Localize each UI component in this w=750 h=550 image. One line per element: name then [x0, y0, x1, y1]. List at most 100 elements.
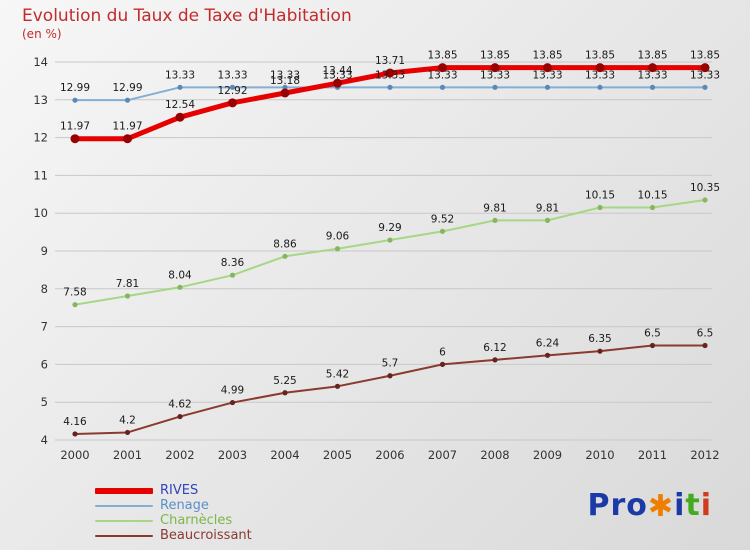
x-axis-tick-label: 2007	[428, 448, 457, 462]
x-axis-tick-label: 2010	[585, 448, 614, 462]
data-point	[282, 390, 288, 396]
value-label: 13.33	[217, 69, 247, 81]
y-axis-tick-label: 7	[41, 320, 48, 334]
series-markers-renage	[72, 84, 708, 103]
data-point	[439, 84, 446, 90]
y-axis-tick-label: 8	[41, 282, 48, 296]
data-point	[649, 204, 656, 211]
value-label: 13.33	[532, 69, 562, 81]
data-point	[439, 228, 446, 234]
chart-subtitle: (en %)	[22, 27, 62, 41]
value-label: 7.81	[116, 278, 139, 290]
value-label: 13.33	[480, 69, 510, 81]
data-point	[334, 383, 341, 389]
value-label: 12.54	[165, 99, 195, 111]
data-point	[387, 373, 393, 379]
value-label: 7.58	[63, 287, 86, 299]
data-point	[544, 352, 551, 358]
data-point	[124, 97, 131, 103]
x-axis-tick-label: 2008	[480, 448, 509, 462]
legend-line-swatch	[95, 520, 153, 522]
data-point	[597, 348, 603, 354]
legend-label: Renage	[160, 498, 209, 513]
y-axis-tick-label: 5	[41, 395, 48, 409]
legend-item-renage: Renage	[95, 499, 252, 513]
logo-letter: Pro	[587, 488, 648, 523]
data-point	[385, 68, 395, 78]
data-point	[543, 63, 552, 73]
data-point	[280, 88, 290, 98]
series-value-labels-renage: 12.99 12.99 13.33 13.33 13.33 13.33 13.33 13.33…	[60, 69, 720, 94]
series-markers-beaucroissant	[72, 342, 708, 437]
series-value-labels-rives: 11.97 11.97 12.54 12.92 13.18 13.44 13.71 13.85…	[60, 50, 720, 133]
data-point	[597, 204, 603, 211]
value-label: 9.81	[483, 202, 506, 214]
y-axis-tick-label: 14	[33, 55, 48, 69]
logo-letter: ✱	[647, 489, 675, 524]
value-label: 10.15	[637, 190, 667, 202]
value-label: 13.85	[637, 50, 667, 62]
legend-line-swatch	[95, 535, 153, 537]
chart-title: Evolution du Taux de Taxe d'Habitation	[22, 6, 352, 26]
value-label: 4.62	[168, 399, 191, 411]
legend-label: Charnècles	[160, 513, 233, 528]
data-point	[544, 217, 551, 223]
value-label: 13.44	[322, 65, 352, 77]
data-point	[177, 413, 183, 420]
value-label: 13.85	[427, 50, 457, 62]
data-point	[700, 63, 710, 73]
data-point	[228, 98, 237, 108]
data-point	[387, 84, 393, 90]
value-label: 10.15	[585, 190, 615, 202]
x-axis-tick-label: 2005	[323, 448, 352, 462]
value-label: 11.97	[60, 121, 90, 133]
logo-letter: t	[685, 488, 701, 523]
x-axis-tick-label: 2004	[270, 448, 299, 462]
data-point	[492, 217, 498, 223]
legend-line-swatch	[95, 488, 153, 494]
value-label: 13.85	[480, 50, 510, 62]
value-label: 13.33	[427, 69, 457, 81]
value-label: 13.33	[165, 69, 195, 81]
data-point	[490, 63, 500, 73]
legend-line-swatch	[95, 505, 153, 507]
value-label: 13.18	[270, 75, 300, 87]
data-point	[124, 429, 131, 436]
data-point	[492, 357, 498, 363]
legend-item-charnècles: Charnècles	[95, 514, 252, 528]
legend-item-rives: RIVES	[95, 484, 252, 498]
data-point	[282, 84, 288, 90]
value-label: 13.33	[585, 69, 615, 81]
value-label: 13.33	[322, 69, 352, 81]
logo-letter: i	[674, 488, 686, 523]
y-axis-tick-label: 13	[33, 93, 48, 107]
x-axis-tick-label: 2012	[690, 448, 719, 462]
data-point	[597, 84, 603, 90]
value-label: 4.16	[63, 416, 87, 428]
y-axis-tick-label: 9	[41, 244, 48, 258]
legend-label: Beaucroissant	[160, 528, 252, 543]
value-label: 13.85	[585, 50, 615, 62]
data-point	[649, 342, 656, 349]
x-axis-tick-label: 2011	[638, 448, 667, 462]
series-markers-rives	[70, 63, 710, 144]
value-label: 6.35	[588, 333, 611, 345]
value-label: 13.33	[637, 69, 667, 81]
data-point	[229, 399, 236, 406]
value-label: 13.85	[690, 50, 720, 62]
data-point	[595, 63, 605, 73]
value-label: 5.7	[382, 358, 399, 370]
x-axis-tick-label: 2002	[165, 448, 194, 462]
value-label: 12.99	[60, 82, 90, 94]
value-label: 9.81	[536, 202, 559, 214]
value-label: 9.06	[326, 231, 350, 243]
value-label: 9.52	[431, 213, 454, 225]
value-label: 11.97	[112, 121, 142, 133]
value-label: 5.25	[273, 375, 296, 387]
x-axis-tick-label: 2009	[533, 448, 562, 462]
value-label: 8.04	[168, 269, 192, 281]
data-point	[702, 342, 708, 349]
data-point	[123, 134, 132, 144]
logo-letter: i	[700, 488, 712, 523]
data-point	[177, 284, 183, 290]
